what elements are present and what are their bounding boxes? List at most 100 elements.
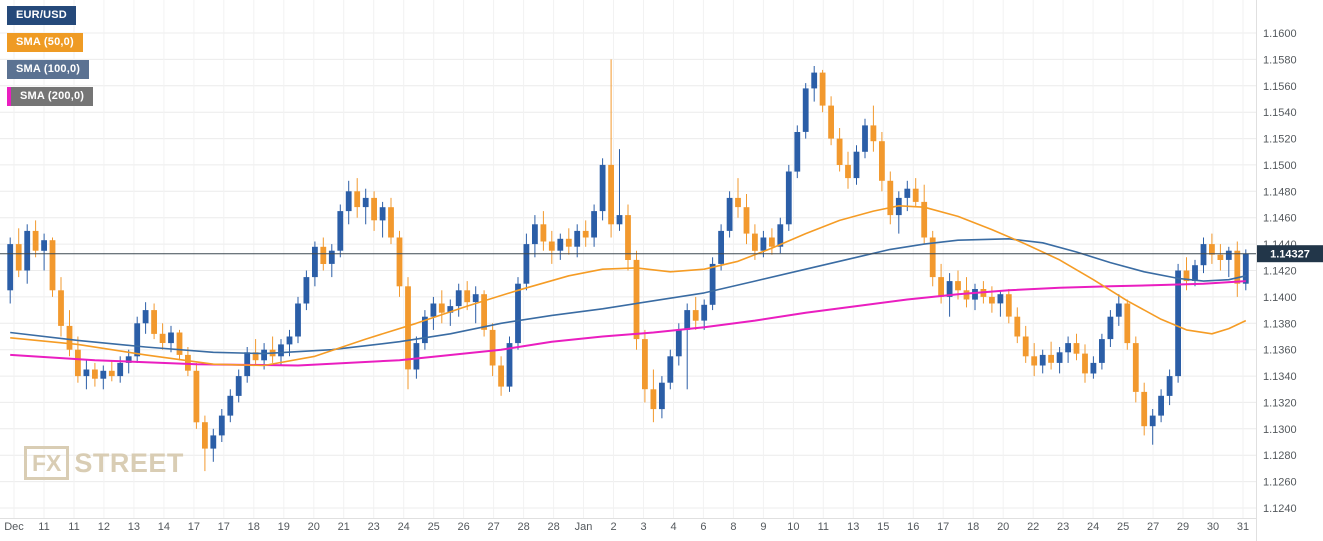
chart-legend: EUR/USD SMA (50,0) SMA (100,0) SMA (200,…: [7, 6, 94, 106]
candle-body: [354, 191, 361, 208]
candle-body: [464, 290, 471, 303]
candle-body: [1225, 250, 1232, 260]
candle-body: [650, 389, 657, 410]
x-axis-tick-label: 18: [967, 521, 979, 533]
candle-body: [785, 171, 792, 225]
candle-body: [633, 259, 640, 340]
candle-body: [413, 343, 420, 370]
candle-body: [472, 294, 479, 303]
x-axis-tick-label: Dec: [4, 521, 24, 533]
candle-body: [828, 105, 834, 139]
candle-body: [616, 215, 623, 225]
candle-body: [1031, 356, 1038, 366]
candle-body: [726, 197, 733, 231]
candle-body: [912, 188, 919, 202]
candle-body: [675, 329, 682, 357]
legend-chip-sma50[interactable]: SMA (50,0): [7, 33, 83, 52]
candle-body: [328, 250, 335, 264]
candle-body: [1158, 395, 1164, 416]
candle-body: [1107, 316, 1114, 340]
candle-body: [794, 132, 801, 172]
candle-body: [49, 240, 56, 291]
x-axis-tick-label: 16: [907, 521, 919, 533]
candle-body: [1175, 270, 1181, 377]
candle-body: [540, 224, 547, 242]
candle-body: [1234, 250, 1241, 284]
x-axis-tick-label: 24: [398, 521, 410, 533]
x-axis-tick-label: 13: [128, 521, 140, 533]
legend-chip-sma100[interactable]: SMA (100,0): [7, 60, 90, 79]
fxstreet-logo-street: STREET: [74, 447, 184, 478]
x-axis-tick-label: 28: [517, 521, 529, 533]
candle-body: [972, 289, 978, 300]
legend-chip-sma200[interactable]: SMA (200,0): [7, 87, 94, 106]
x-axis-tick-label: 23: [368, 521, 380, 533]
candle-body: [134, 323, 141, 357]
y-axis-tick-label: 1.1360: [1263, 345, 1297, 357]
x-axis-tick-label: 23: [1057, 521, 1069, 533]
candle-body: [989, 296, 995, 304]
x-axis-tick-label: 30: [1207, 521, 1219, 533]
x-axis-tick-label: 13: [847, 521, 859, 533]
legend-chip-sma200-label: SMA (200,0): [20, 90, 85, 102]
x-axis-tick-label: 17: [218, 521, 230, 533]
y-axis-tick-label: 1.1240: [1263, 503, 1297, 515]
current-price-badge[interactable]: [1257, 245, 1323, 263]
candle-body: [252, 352, 259, 361]
candle-body: [1056, 352, 1063, 363]
candle-body: [218, 415, 225, 436]
x-axis-tick-label: 25: [1117, 521, 1129, 533]
candle-body: [83, 369, 90, 377]
candle-body: [718, 230, 724, 264]
candle-body: [278, 344, 284, 357]
candle-body: [100, 370, 107, 379]
candle-body: [447, 306, 454, 313]
candle-body: [388, 207, 394, 238]
candle-body: [836, 138, 843, 165]
candle-body: [303, 277, 310, 304]
x-axis-tick-label: 4: [670, 521, 676, 533]
candle-body: [659, 382, 665, 410]
candle-body: [946, 281, 953, 297]
x-axis-tick-label: 17: [188, 521, 200, 533]
candle-body: [235, 376, 242, 396]
y-axis-tick-label: 1.1500: [1263, 160, 1297, 172]
candle-body: [997, 294, 1004, 304]
candle-body: [193, 370, 200, 423]
candle-body: [608, 164, 614, 225]
fxstreet-watermark: FX STREET: [24, 446, 184, 481]
candle-body: [1209, 244, 1215, 255]
legend-chip-pair[interactable]: EUR/USD: [7, 6, 76, 25]
candle-body: [168, 332, 174, 344]
y-axis-tick-label: 1.1260: [1263, 477, 1297, 489]
candle-body: [582, 230, 589, 238]
candle-body: [599, 164, 606, 212]
candle-body: [15, 244, 22, 271]
candle-body: [811, 72, 818, 89]
candle-body: [1242, 253, 1249, 284]
candle-body: [692, 310, 699, 321]
candle-body: [709, 263, 716, 305]
candle-body: [1005, 294, 1012, 317]
candle-body: [1039, 354, 1046, 366]
candle-body: [515, 283, 521, 344]
x-axis-tick-label: 12: [98, 521, 110, 533]
x-axis-tick-label: 22: [1027, 521, 1039, 533]
x-axis-tick-label: 15: [877, 521, 889, 533]
candle-body: [1099, 339, 1105, 363]
candle-body: [210, 435, 217, 449]
candle-body: [625, 215, 631, 260]
candle-body: [1132, 343, 1139, 392]
x-axis-tick-label: 11: [68, 521, 79, 533]
x-axis-tick-label: 8: [730, 521, 736, 533]
candle-body: [1048, 354, 1054, 363]
candle-body: [185, 354, 191, 371]
x-axis-tick-label: 20: [997, 521, 1009, 533]
x-axis-tick-label: 10: [787, 521, 799, 533]
y-axis-tick-label: 1.1380: [1263, 318, 1297, 330]
x-axis-tick-label: 6: [700, 521, 706, 533]
candle-body: [1141, 391, 1148, 427]
candle-body: [202, 422, 208, 449]
